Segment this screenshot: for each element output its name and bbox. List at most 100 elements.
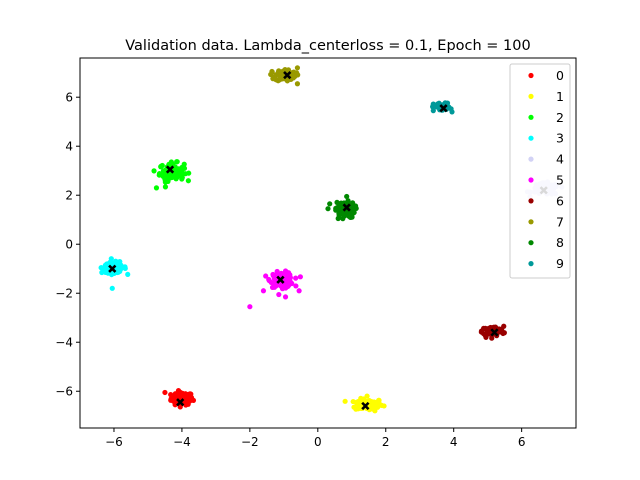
y-tick-label: 4: [65, 140, 73, 154]
point-series-0: [190, 397, 197, 403]
legend-label: 3: [556, 131, 564, 146]
legend-label: 4: [556, 152, 564, 167]
point-series-1: [369, 402, 375, 408]
point-series-1: [364, 393, 370, 399]
point-series-0: [186, 392, 192, 398]
legend-label: 7: [556, 214, 564, 229]
center-marker-3: [108, 264, 117, 273]
point-series-7: [294, 81, 301, 87]
point-series-2: [185, 178, 191, 184]
legend-marker: [528, 219, 534, 225]
point-series-2: [162, 176, 168, 182]
point-series-8: [340, 216, 346, 222]
point-series-0: [172, 402, 178, 408]
plot-frame: [79, 57, 577, 429]
x-tick-label: 4: [450, 435, 458, 449]
point-series-5: [247, 304, 253, 310]
point-series-5: [266, 276, 272, 283]
point-series-2: [174, 167, 181, 173]
point-series-8: [334, 199, 340, 205]
point-series-0: [178, 390, 185, 396]
point-series-7: [277, 75, 283, 81]
point-series-2: [181, 164, 187, 170]
legend-marker: [528, 156, 534, 162]
x-tick-label: −6: [105, 435, 123, 449]
legend-label: 0: [556, 68, 564, 83]
point-series-5: [276, 291, 282, 298]
point-series-0: [168, 392, 174, 398]
point-series-8: [344, 193, 350, 200]
legend-box: [509, 63, 571, 279]
point-series-6: [498, 327, 504, 333]
point-series-8: [339, 202, 345, 208]
legend-label: 2: [556, 110, 564, 125]
center-marker-1: [361, 401, 370, 411]
point-series-2: [169, 174, 175, 181]
point-series-3: [109, 285, 115, 291]
center-marker-2: [165, 165, 175, 174]
point-series-1: [372, 408, 378, 414]
point-series-2: [156, 171, 163, 177]
legend-entry-3: 3: [528, 131, 564, 146]
point-series-3: [117, 266, 123, 272]
legend-entry-1: 1: [528, 89, 564, 104]
point-series-8: [349, 201, 355, 208]
x-tick-label: 6: [518, 435, 526, 449]
legend-label: 8: [556, 235, 564, 250]
point-series-7: [294, 65, 301, 71]
legend-entry-4: 4: [528, 152, 564, 167]
legend-marker: [528, 177, 534, 183]
point-series-2: [186, 170, 192, 176]
legend-label: 1: [556, 89, 564, 104]
x-tick-label: 0: [314, 435, 322, 449]
point-series-7: [269, 68, 275, 75]
legend: 0 1 2 3 4 5 6 7 8 9: [509, 63, 571, 279]
point-series-5: [278, 283, 284, 289]
point-series-5: [260, 288, 267, 294]
y-tick-label: 2: [65, 189, 73, 203]
point-series-5: [270, 271, 276, 278]
point-series-9: [449, 109, 455, 115]
y-tick-label: −2: [55, 287, 73, 301]
legend-entry-9: 9: [528, 256, 564, 271]
y-tick-label: −4: [55, 336, 73, 350]
point-series-1: [342, 398, 348, 404]
point-series-5: [283, 275, 289, 281]
legend-marker: [528, 198, 534, 204]
point-series-2: [153, 185, 160, 191]
point-series-1: [381, 403, 387, 409]
point-series-3: [98, 265, 104, 271]
point-series-5: [296, 288, 302, 294]
center-marker-0: [176, 398, 185, 407]
center-marker-8: [342, 203, 351, 212]
legend-entry-2: 2: [528, 110, 564, 125]
y-tick-label: 0: [65, 238, 73, 252]
point-series-9: [430, 108, 436, 114]
legend-label: 9: [556, 256, 564, 271]
point-series-5: [278, 270, 284, 276]
point-series-1: [376, 397, 382, 403]
point-series-5: [288, 279, 294, 286]
point-series-5: [297, 274, 303, 280]
point-series-8: [327, 201, 333, 207]
point-series-5: [263, 273, 269, 279]
legend-entry-0: 0: [528, 68, 564, 83]
center-marker-7: [283, 71, 292, 80]
point-series-6: [483, 334, 489, 340]
legend-marker: [528, 114, 534, 120]
point-series-2: [162, 184, 169, 190]
point-series-6: [489, 335, 495, 341]
point-series-1: [351, 404, 357, 410]
legend-entry-5: 5: [528, 173, 564, 188]
point-series-5: [272, 283, 278, 289]
point-series-5: [282, 294, 289, 300]
y-tick-label: −6: [55, 385, 73, 399]
point-series-9: [435, 104, 442, 110]
point-series-3: [125, 271, 131, 278]
center-marker-5: [276, 275, 285, 284]
point-series-5: [283, 285, 289, 291]
chart-title: Validation data. Lambda_centerloss = 0.1…: [125, 38, 530, 54]
legend-entry-7: 7: [528, 214, 564, 229]
point-series-8: [339, 210, 345, 217]
legend-label: 6: [556, 193, 564, 208]
